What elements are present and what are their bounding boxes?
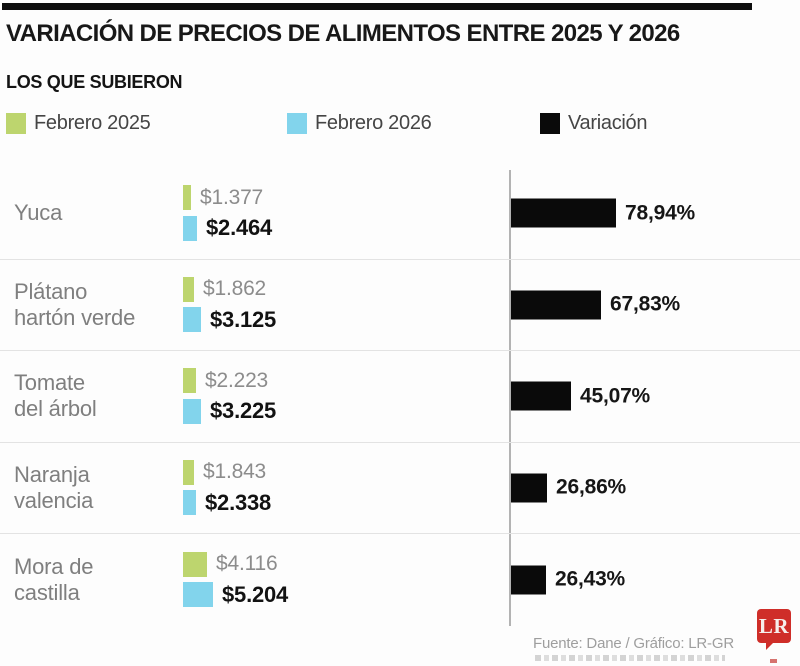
category-label: Plátano hartón verde xyxy=(14,278,136,330)
feb-2025-bar xyxy=(183,368,196,394)
variation-value: 67,83% xyxy=(610,292,681,316)
variation-value: 26,86% xyxy=(556,475,627,499)
variation-value: 78,94% xyxy=(625,201,696,225)
chart-legend: Febrero 2025 Febrero 2026 Variación xyxy=(6,112,786,138)
legend-item: Febrero 2026 xyxy=(287,112,432,135)
source-credit: Fuente: Dane / Gráfico: LR-GR xyxy=(533,635,734,652)
legend-item: Variación xyxy=(540,112,648,135)
feb-2026-bar xyxy=(183,307,201,333)
legend-swatch-icon xyxy=(6,113,26,134)
lr-logo-tail-icon xyxy=(766,641,775,650)
price-line-feb-2026: $2.338 xyxy=(183,490,271,516)
feb-2025-price-value: $1.377 xyxy=(200,185,264,209)
price-line-feb-2026: $2.464 xyxy=(183,215,272,241)
category-label: Mora de castilla xyxy=(14,553,94,605)
price-line-feb-2026: $3.125 xyxy=(183,307,276,333)
legend-label: Febrero 2025 xyxy=(34,112,151,134)
feb-2025-price-value: $2.223 xyxy=(205,368,269,392)
price-line-feb-2026: $5.204 xyxy=(183,582,288,608)
cropped-text-line xyxy=(535,655,725,661)
feb-2025-price-value: $1.843 xyxy=(203,460,267,484)
legend-label: Variación xyxy=(568,112,648,134)
variation-group: 67,83% xyxy=(511,290,681,320)
feb-2026-price-value: $2.338 xyxy=(205,489,272,515)
variation-group: 26,86% xyxy=(511,473,627,503)
price-group: $1.862 $3.125 xyxy=(183,276,276,333)
variation-group: 78,94% xyxy=(511,198,696,228)
category-label: Tomate del árbol xyxy=(14,370,97,422)
price-group: $1.843 $2.338 xyxy=(183,459,271,516)
price-group: $4.116 $5.204 xyxy=(183,551,288,608)
chart-row: Tomate del árbol $2.223 $3.225 45,07% xyxy=(0,351,800,443)
price-line-feb-2025: $1.377 xyxy=(183,185,272,211)
chart-row: Mora de castilla $4.116 $5.204 26,43% xyxy=(0,534,800,626)
feb-2026-bar xyxy=(183,398,201,424)
feb-2025-bar xyxy=(183,551,207,577)
axis-baseline xyxy=(509,170,511,626)
cropped-red-mark xyxy=(770,659,777,663)
category-label: Yuca xyxy=(14,200,63,226)
legend-swatch-icon xyxy=(287,113,307,134)
lr-logo-text: LR xyxy=(758,613,790,638)
price-line-feb-2025: $4.116 xyxy=(183,551,288,577)
category-label: Naranja valencia xyxy=(14,461,94,513)
lr-logo: LR xyxy=(757,609,791,643)
feb-2025-price-value: $4.116 xyxy=(216,552,278,576)
legend-item: Febrero 2025 xyxy=(6,112,151,135)
chart-rows: Yuca $1.377 $2.464 78,94% Plátano hartón ver… xyxy=(0,168,800,626)
feb-2025-price-value: $1.862 xyxy=(203,277,267,301)
page-subtitle: LOS QUE SUBIERON xyxy=(6,72,183,92)
feb-2026-price-value: $3.125 xyxy=(210,306,277,332)
price-line-feb-2025: $1.862 xyxy=(183,276,276,302)
variation-value: 45,07% xyxy=(580,384,651,408)
chart-row: Yuca $1.377 $2.464 78,94% xyxy=(0,168,800,260)
feb-2026-price-value: $5.204 xyxy=(222,581,289,607)
variation-bar xyxy=(511,473,547,503)
price-line-feb-2025: $1.843 xyxy=(183,459,271,485)
feb-2026-bar xyxy=(183,490,196,516)
legend-swatch-icon xyxy=(540,113,560,134)
price-line-feb-2026: $3.225 xyxy=(183,398,276,424)
page-title: VARIACIÓN DE PRECIOS DE ALIMENTOS ENTRE … xyxy=(6,20,680,47)
feb-2025-bar xyxy=(183,459,194,485)
chart-row: Plátano hartón verde $1.862 $3.125 67,83% xyxy=(0,260,800,351)
variation-bar xyxy=(511,290,601,320)
price-group: $2.223 $3.225 xyxy=(183,368,276,424)
variation-bar xyxy=(511,565,546,595)
feb-2026-bar xyxy=(183,582,213,608)
legend-label: Febrero 2026 xyxy=(315,112,432,134)
price-group: $1.377 $2.464 xyxy=(183,185,272,241)
variation-group: 26,43% xyxy=(511,565,626,595)
variation-bar xyxy=(511,198,616,228)
top-divider-bar xyxy=(2,3,752,10)
variation-value: 26,43% xyxy=(555,567,626,591)
feb-2026-price-value: $3.225 xyxy=(210,398,277,424)
feb-2026-bar xyxy=(183,215,197,241)
variation-group: 45,07% xyxy=(511,381,651,411)
price-line-feb-2025: $2.223 xyxy=(183,368,276,394)
feb-2025-bar xyxy=(183,276,194,302)
feb-2026-price-value: $2.464 xyxy=(206,215,273,241)
variation-bar xyxy=(511,381,571,411)
chart-row: Naranja valencia $1.843 $2.338 26,86% xyxy=(0,443,800,534)
feb-2025-bar xyxy=(183,185,191,211)
